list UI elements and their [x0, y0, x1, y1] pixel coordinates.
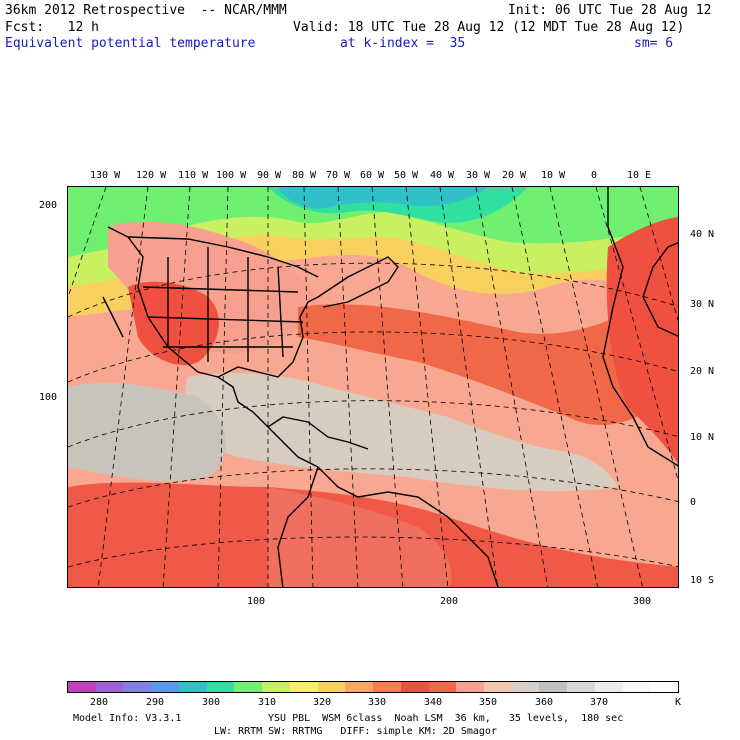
colorbar-swatch [123, 682, 152, 692]
colorbar-swatch [262, 682, 290, 692]
lon-label: 60 W [360, 170, 385, 181]
grid-x-label: 300 [633, 596, 652, 607]
colorbar-unit: K [675, 697, 682, 708]
coastlines [102, 187, 678, 587]
lat-label: 10 N [690, 432, 715, 443]
grid-x-label: 200 [440, 596, 459, 607]
colorbar-swatch [650, 682, 679, 692]
lon-label: 10 W [541, 170, 566, 181]
colorbar-swatch [539, 682, 568, 692]
colorbar-label: 370 [590, 697, 609, 708]
model-title: 36km 2012 Retrospective -- NCAR/MMM [5, 3, 287, 18]
lon-label: 40 W [430, 170, 455, 181]
field-name: Equivalent potential temperature [5, 36, 256, 51]
lon-label: 110 W [178, 170, 209, 181]
lon-label: 50 W [394, 170, 419, 181]
field-us-hot [128, 281, 219, 366]
colorbar-label: 280 [90, 697, 109, 708]
lon-label: 70 W [326, 170, 351, 181]
colorbar-swatch [373, 682, 401, 692]
colorbar-swatch [428, 682, 457, 692]
colorbar-swatch [594, 682, 623, 692]
colorbar-swatch [622, 682, 651, 692]
colorbar-label: 360 [535, 697, 554, 708]
equivalent-potential-temperature-map [67, 186, 679, 588]
lat-label: 40 N [690, 229, 715, 240]
grid-y-label: 100 [39, 392, 58, 403]
field-pacific-grey [68, 382, 227, 482]
graticule [68, 187, 678, 587]
lon-label: 120 W [136, 170, 167, 181]
valid-time: Valid: 18 UTC Tue 28 Aug 12 (12 MDT Tue … [293, 20, 685, 35]
colorbar-label: 350 [479, 697, 498, 708]
grid-x-label: 100 [247, 596, 266, 607]
colorbar-swatch [68, 682, 96, 692]
model-info: Model Info: V3.3.1 [73, 713, 182, 724]
lon-label: 90 W [257, 170, 282, 181]
field-atlantic-band [298, 269, 678, 425]
lon-label: 20 W [502, 170, 527, 181]
colorbar [67, 681, 679, 693]
lon-label: 10 E [627, 170, 652, 181]
colorbar-swatch [289, 682, 318, 692]
physics-info: YSU PBL WSM 6class Noah LSM 36 km, 35 le… [268, 713, 624, 724]
lon-label: 0 [591, 170, 598, 181]
lon-label: 80 W [292, 170, 317, 181]
k-index-label: at k-index = 35 [340, 36, 466, 51]
colorbar-swatch [317, 682, 346, 692]
field-samerica [268, 487, 452, 587]
colorbar-label: 340 [424, 697, 443, 708]
lat-label: 20 N [690, 366, 715, 377]
lat-label: 0 [690, 497, 697, 508]
field-africa-band [606, 217, 678, 464]
lon-label: 30 W [466, 170, 491, 181]
colorbar-label: 320 [313, 697, 332, 708]
field-band-310 [68, 187, 678, 257]
lat-label: 10 S [690, 575, 715, 586]
colorbar-swatch [511, 682, 540, 692]
colorbar-swatch [151, 682, 179, 692]
colorbar-label: 310 [258, 697, 277, 708]
map-canvas [68, 187, 678, 587]
colorbar-swatch [234, 682, 263, 692]
lat-label: 30 N [690, 299, 715, 310]
colorbar-swatch [484, 682, 512, 692]
colorbar-label: 290 [146, 697, 165, 708]
smoothing-label: sm= 6 [634, 36, 674, 51]
colorbar-swatch [178, 682, 207, 692]
colorbar-swatch [95, 682, 124, 692]
field-tropical-grey [185, 372, 618, 492]
init-time: Init: 06 UTC Tue 28 Aug 12 [508, 3, 712, 18]
field-band-300 [278, 187, 488, 209]
colorbar-label: 330 [368, 697, 387, 708]
colorbar-swatch [400, 682, 429, 692]
colorbar-swatch [567, 682, 595, 692]
lon-label: 100 W [216, 170, 247, 181]
forecast-hour: Fcst: 12 h [5, 20, 99, 35]
colorbar-swatch [345, 682, 374, 692]
grid-y-label: 200 [39, 200, 58, 211]
colorbar-swatch [206, 682, 235, 692]
lon-label: 130 W [90, 170, 121, 181]
colorbar-label: 300 [202, 697, 221, 708]
colorbar-swatch [456, 682, 485, 692]
radiation-info: LW: RRTM SW: RRTMG DIFF: simple KM: 2D S… [214, 726, 497, 737]
